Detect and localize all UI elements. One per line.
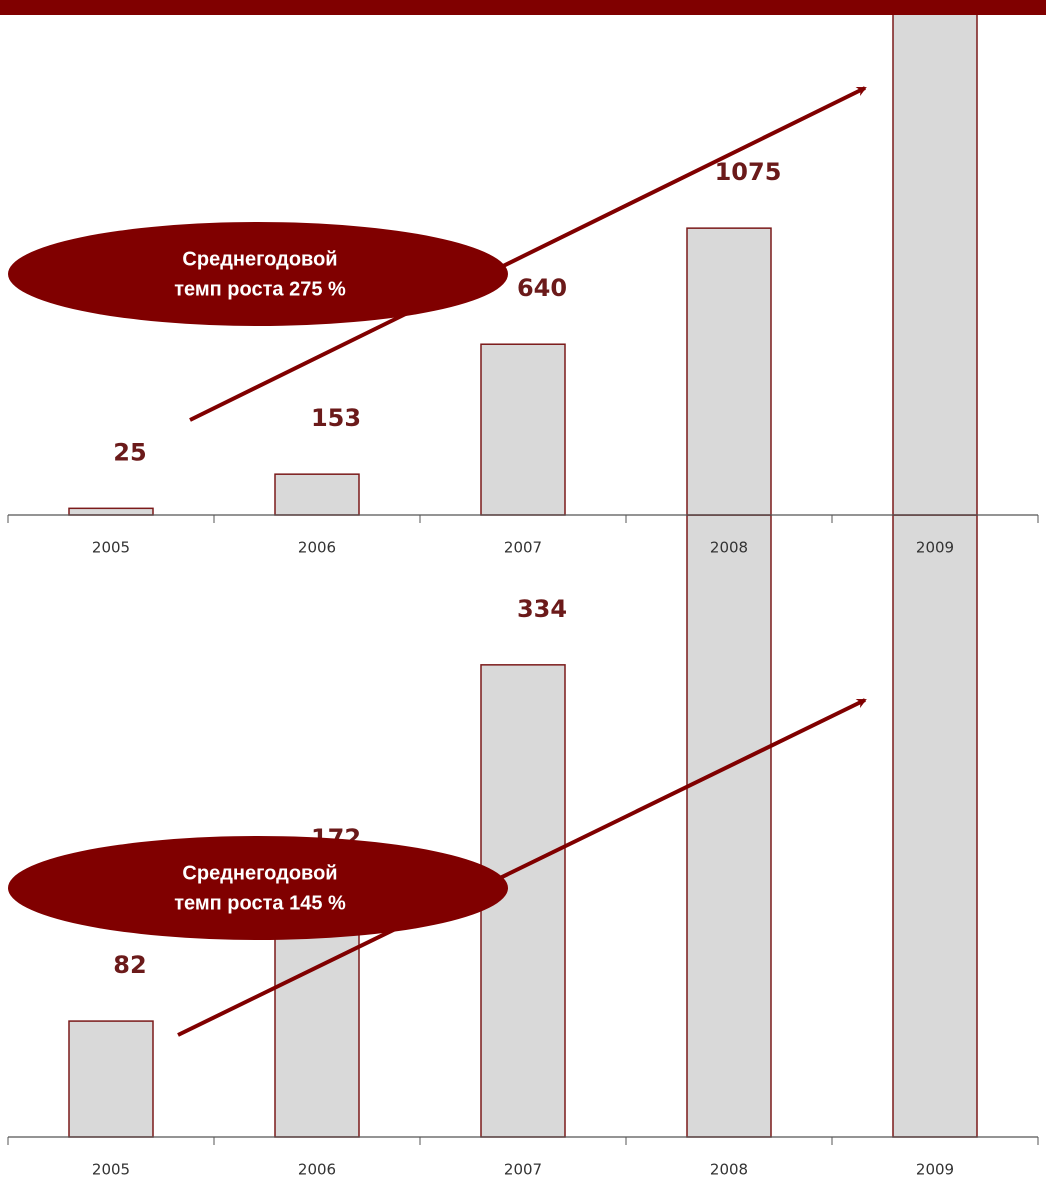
x-tick-label: 2006	[298, 1161, 336, 1179]
value-label: 82	[113, 951, 146, 979]
value-label: 153	[311, 404, 361, 432]
value-label: 25	[113, 438, 146, 466]
x-tick-label: 2009	[916, 1161, 954, 1179]
x-tick-label: 2008	[710, 1161, 748, 1179]
trend-arrow	[177, 698, 867, 1037]
bar	[686, 227, 772, 516]
annotation-ellipse	[8, 836, 508, 940]
bar	[686, 514, 772, 1138]
bar	[480, 343, 566, 516]
x-tick-label: 2005	[92, 1161, 130, 1179]
annotation-text: темп роста 145 %	[174, 892, 346, 914]
x-tick-label: 2009	[916, 539, 954, 557]
annotation-text: Среднегодовой	[182, 862, 337, 884]
value-label: 334	[517, 595, 567, 623]
bar	[892, 514, 978, 1138]
x-tick-label: 2005	[92, 539, 130, 557]
trend-arrow	[189, 86, 867, 422]
annotation-ellipse	[8, 222, 508, 326]
bar	[68, 1020, 154, 1138]
x-tick-label: 2007	[504, 539, 542, 557]
x-tick-label: 2008	[710, 539, 748, 557]
top-band	[0, 0, 1046, 15]
bar	[274, 473, 360, 516]
bar	[68, 507, 154, 516]
value-label: 640	[517, 274, 567, 302]
bar	[892, 4, 978, 516]
annotation-text: Среднегодовой	[182, 248, 337, 270]
x-tick-label: 2007	[504, 1161, 542, 1179]
x-tick-label: 2006	[298, 539, 336, 557]
value-label: 1075	[715, 158, 782, 186]
annotation-text: темп роста 275 %	[174, 278, 346, 300]
